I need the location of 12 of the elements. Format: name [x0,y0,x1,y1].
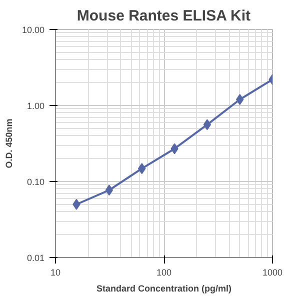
y-tick-label: 10.00 [22,25,45,35]
chart-title: Mouse Rantes ELISA Kit [76,8,251,24]
point [105,184,114,196]
x-axis-title: Standard Concentration (pg/ml) [96,284,232,294]
y-tick-label: 1.00 [26,101,45,111]
point [203,119,212,130]
x-tick-label: 100 [156,268,172,278]
y-axis-title: O.D. 450nm [4,118,14,168]
x-tick-label: 10 [50,268,61,278]
y-tick-label: 0.10 [26,177,45,187]
x-tick-label: 1000 [262,268,283,278]
y-tick-label: 0.01 [26,253,45,263]
